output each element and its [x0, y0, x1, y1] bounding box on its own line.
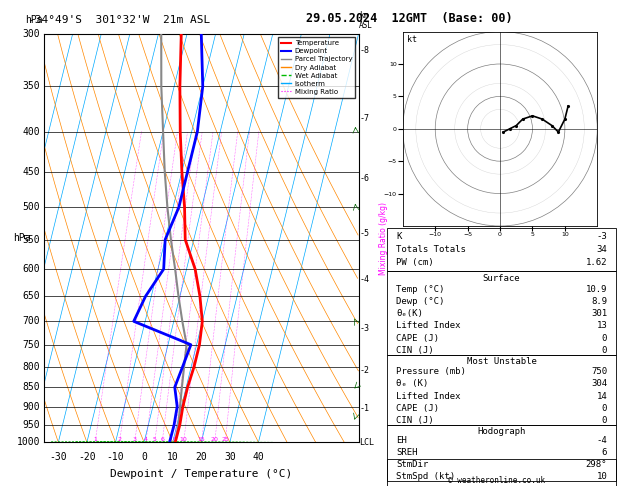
Text: 10: 10 [167, 452, 179, 463]
Text: Lifted Index: Lifted Index [396, 392, 460, 400]
Text: 10: 10 [180, 437, 187, 442]
Text: 750: 750 [591, 367, 607, 376]
Text: 500: 500 [23, 202, 40, 212]
Text: 10: 10 [596, 472, 607, 481]
Text: Totals Totals: Totals Totals [396, 245, 466, 254]
Text: 30: 30 [224, 452, 236, 463]
Text: -4: -4 [596, 436, 607, 445]
Text: LCL: LCL [359, 438, 374, 447]
Text: 1.62: 1.62 [586, 258, 607, 267]
Text: Lifted Index: Lifted Index [396, 321, 460, 330]
Text: 5: 5 [153, 437, 157, 442]
Text: 0: 0 [602, 346, 607, 355]
Text: 13: 13 [596, 321, 607, 330]
Text: -34°49'S  301°32'W  21m ASL: -34°49'S 301°32'W 21m ASL [28, 15, 211, 25]
Text: StmDir: StmDir [396, 460, 428, 469]
Text: Dewpoint / Temperature (°C): Dewpoint / Temperature (°C) [110, 469, 292, 479]
Text: 0: 0 [602, 334, 607, 343]
Text: 600: 600 [23, 264, 40, 274]
Text: 8.9: 8.9 [591, 297, 607, 306]
Text: 0: 0 [602, 404, 607, 413]
Text: Pressure (mb): Pressure (mb) [396, 367, 466, 376]
Text: hPa: hPa [25, 15, 43, 25]
Text: 650: 650 [23, 291, 40, 301]
Text: 20: 20 [196, 452, 207, 463]
Text: -4: -4 [359, 275, 369, 283]
Text: kt: kt [407, 35, 417, 45]
Text: 298°: 298° [586, 460, 607, 469]
Text: Dewp (°C): Dewp (°C) [396, 297, 445, 306]
Text: 3: 3 [133, 437, 136, 442]
Text: 400: 400 [23, 126, 40, 137]
Text: 450: 450 [23, 167, 40, 176]
Text: -20: -20 [78, 452, 96, 463]
Text: -2: -2 [359, 366, 369, 375]
Text: 6: 6 [160, 437, 164, 442]
Text: -1: -1 [359, 404, 369, 413]
Text: 34: 34 [596, 245, 607, 254]
Text: -3: -3 [359, 324, 369, 333]
Text: StmSpd (kt): StmSpd (kt) [396, 472, 455, 481]
Text: SREH: SREH [396, 448, 418, 457]
Text: 29.05.2024  12GMT  (Base: 00): 29.05.2024 12GMT (Base: 00) [306, 12, 512, 25]
Text: 4: 4 [144, 437, 148, 442]
Text: 800: 800 [23, 362, 40, 372]
Text: 6: 6 [602, 448, 607, 457]
Text: 2: 2 [118, 437, 121, 442]
Text: -5: -5 [359, 229, 369, 238]
Text: 15: 15 [198, 437, 206, 442]
Text: hPa: hPa [13, 233, 31, 243]
Text: CAPE (J): CAPE (J) [396, 334, 439, 343]
Text: 1000: 1000 [17, 437, 40, 447]
Text: © weatheronline.co.uk: © weatheronline.co.uk [448, 476, 545, 485]
Text: 0: 0 [141, 452, 147, 463]
Text: 300: 300 [23, 29, 40, 39]
Text: CAPE (J): CAPE (J) [396, 404, 439, 413]
Text: -30: -30 [50, 452, 67, 463]
Legend: Temperature, Dewpoint, Parcel Trajectory, Dry Adiabat, Wet Adiabat, Isotherm, Mi: Temperature, Dewpoint, Parcel Trajectory… [278, 37, 355, 98]
Text: CIN (J): CIN (J) [396, 346, 433, 355]
Text: 25: 25 [221, 437, 229, 442]
Text: CIN (J): CIN (J) [396, 417, 433, 425]
Text: -8: -8 [359, 46, 369, 55]
Text: -3: -3 [596, 232, 607, 242]
Text: EH: EH [396, 436, 407, 445]
Text: 304: 304 [591, 380, 607, 388]
Text: -10: -10 [107, 452, 125, 463]
Text: Hodograph: Hodograph [477, 427, 526, 436]
Text: Temp (°C): Temp (°C) [396, 285, 445, 294]
Text: 750: 750 [23, 340, 40, 350]
Text: 900: 900 [23, 401, 40, 412]
Text: Most Unstable: Most Unstable [467, 357, 537, 365]
Text: 700: 700 [23, 316, 40, 326]
Text: km
ASL: km ASL [359, 11, 373, 30]
Text: θₑ (K): θₑ (K) [396, 380, 428, 388]
Text: -7: -7 [359, 114, 369, 123]
Text: 550: 550 [23, 235, 40, 244]
Text: 950: 950 [23, 420, 40, 430]
Text: 350: 350 [23, 81, 40, 91]
Text: 8: 8 [172, 437, 176, 442]
Text: θₑ(K): θₑ(K) [396, 309, 423, 318]
Text: Surface: Surface [483, 274, 520, 283]
Text: 0: 0 [602, 417, 607, 425]
Text: 14: 14 [596, 392, 607, 400]
Text: K: K [396, 232, 401, 242]
Text: 850: 850 [23, 382, 40, 392]
Text: Mixing Ratio (g/kg): Mixing Ratio (g/kg) [379, 202, 388, 275]
Text: -6: -6 [359, 174, 369, 183]
Text: 40: 40 [253, 452, 264, 463]
Text: PW (cm): PW (cm) [396, 258, 433, 267]
Text: 301: 301 [591, 309, 607, 318]
Text: 10.9: 10.9 [586, 285, 607, 294]
Text: 20: 20 [211, 437, 219, 442]
Text: 1: 1 [93, 437, 97, 442]
